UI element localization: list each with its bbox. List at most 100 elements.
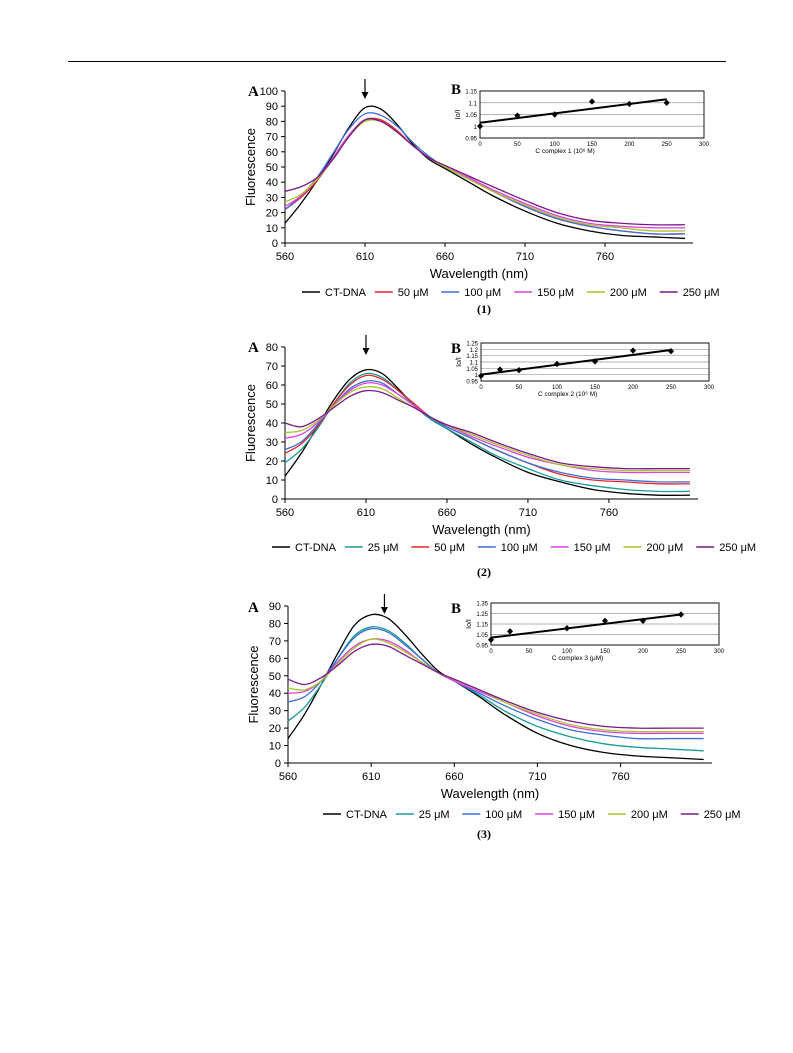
- x-tick-label: 760: [611, 771, 629, 783]
- inset-x-tick-label: 150: [600, 649, 611, 655]
- inset-data-point: [630, 347, 636, 354]
- inset-x-tick-label: 150: [587, 142, 598, 148]
- series-line-6: [287, 643, 704, 729]
- inset-data-point: [589, 98, 595, 105]
- inset-y-tick-label: 0.95: [466, 380, 478, 386]
- legend-label-4: 150 μM: [537, 287, 574, 299]
- y-tick-label: 0: [272, 494, 278, 506]
- x-tick-label: 710: [516, 251, 534, 263]
- inset-x-tick-label: 50: [516, 385, 523, 391]
- inset-data-point: [478, 372, 484, 380]
- inset-x-tick-label: 100: [562, 649, 573, 655]
- x-tick-label: 610: [357, 507, 375, 519]
- legend-label-6: 250 μM: [683, 287, 720, 299]
- inset-data-point: [551, 111, 558, 118]
- x-tick-label: 660: [438, 507, 456, 519]
- series-line-6: [284, 118, 686, 226]
- inset-x-tick-label: 100: [550, 142, 561, 148]
- panel-b-letter: B: [451, 82, 461, 98]
- series-line-1: [287, 613, 704, 761]
- figure-caption: (3): [477, 827, 491, 841]
- figure-caption: (1): [477, 302, 491, 316]
- legend-label-1: CT-DNA: [295, 542, 337, 554]
- x-tick-label: 560: [279, 771, 297, 783]
- inset-y-tick-label: 1.1: [470, 361, 479, 367]
- y-tick-label: 20: [266, 456, 278, 468]
- inset-data-point: [488, 636, 494, 643]
- inset-y-tick-label: 1: [475, 373, 479, 379]
- y-tick-label: 80: [266, 342, 278, 354]
- legend-label-2: 50 μM: [398, 287, 429, 299]
- y-tick-label: 40: [266, 177, 278, 189]
- y-tick-label: 90: [266, 101, 278, 113]
- inset-x-tick-label: 150: [590, 385, 601, 391]
- legend: CT-DNA 25 μM 100 μM 150 μM 200 μM 250 μM: [323, 809, 741, 821]
- inset-data-point: [626, 100, 633, 108]
- y-tick-label: 40: [269, 688, 281, 700]
- x-axis-label: Wavelength (nm): [441, 786, 540, 801]
- x-tick-label: 610: [356, 251, 374, 263]
- arrow-head: [362, 348, 370, 355]
- x-tick-label: 660: [445, 771, 463, 783]
- inset-chart-1: 0.95 1 1.05 1.1 1.15 0 50 100 150 200 250 300 C comp…: [455, 90, 710, 156]
- inset-x-axis-label: C complex 3 (μM): [552, 655, 603, 662]
- arrow-head: [380, 607, 388, 614]
- legend-label-6: 250 μM: [704, 809, 741, 821]
- spectrum-chart-3: 0 10 20 30 40 50 60 70 80 90 560 610 660 710 760 Wavele…: [246, 594, 741, 821]
- y-axis-label: Fluorescence: [243, 128, 258, 206]
- legend: CT-DNA 50 μM 100 μM 150 μM 200 μM 250 μM: [302, 287, 720, 299]
- inset-frame: [480, 342, 710, 382]
- inset-data-point: [477, 123, 483, 130]
- y-axis-label: Fluorescence: [243, 384, 258, 462]
- y-tick-label: 70: [266, 132, 278, 144]
- inset-frame: [479, 90, 705, 139]
- x-tick-label: 560: [276, 251, 294, 263]
- inset-y-axis-label: Io/I: [466, 619, 473, 629]
- inset-x-tick-label: 200: [628, 385, 639, 391]
- legend-label-1: CT-DNA: [346, 809, 388, 821]
- inset-y-tick-label: 1.25: [466, 342, 478, 348]
- inset-y-tick-label: 1.05: [466, 367, 478, 373]
- panel-b-letter: B: [451, 341, 461, 357]
- inset-y-tick-label: 1.15: [466, 354, 478, 360]
- legend-label-4: 150 μM: [558, 809, 595, 821]
- y-tick-label: 80: [269, 618, 281, 630]
- x-tick-label: 660: [436, 251, 454, 263]
- inset-y-tick-label: 1: [474, 125, 478, 131]
- inset-data-point: [592, 358, 598, 365]
- inset-data-point: [668, 348, 674, 355]
- inset-fit-line: [479, 98, 667, 124]
- legend-label-5: 200 μM: [631, 809, 668, 821]
- inset-y-tick-label: 0.95: [465, 137, 477, 143]
- inset-x-axis-label: C complex 2 (10⁶ M): [538, 391, 597, 398]
- inset-data-point: [554, 360, 560, 368]
- y-tick-label: 30: [269, 706, 281, 718]
- inset-data-point: [564, 625, 570, 632]
- inset-y-axis-label: Io/I: [455, 110, 462, 120]
- inset-data-point: [507, 628, 513, 635]
- y-tick-label: 50: [269, 671, 281, 683]
- x-axis-label: Wavelength (nm): [432, 522, 531, 537]
- y-tick-label: 10: [266, 223, 278, 235]
- inset-x-tick-label: 50: [514, 142, 521, 148]
- y-tick-label: 80: [266, 116, 278, 128]
- legend-label-3: 50 μM: [434, 542, 465, 554]
- series-line-7: [284, 389, 690, 470]
- y-tick-label: 90: [269, 601, 281, 613]
- y-tick-label: 30: [266, 437, 278, 449]
- inset-data-point: [602, 617, 608, 625]
- legend-label-2: 25 μM: [368, 542, 399, 554]
- inset-chart-3: 0.95 1.05 1.15 1.25 1.35 0 50 100 150 200 250 300 C …: [466, 602, 725, 663]
- legend-label-6: 200 μM: [646, 542, 683, 554]
- inset-x-tick-label: 0: [479, 385, 483, 391]
- inset-data-point: [640, 617, 646, 625]
- x-tick-label: 760: [600, 507, 618, 519]
- panel-a-letter: A: [248, 84, 259, 100]
- inset-x-tick-label: 250: [676, 649, 687, 655]
- inset-x-tick-label: 300: [714, 649, 725, 655]
- header-rule: [68, 61, 726, 62]
- legend-label-3: 100 μM: [485, 809, 522, 821]
- x-axis-label: Wavelength (nm): [430, 266, 529, 281]
- y-tick-label: 50: [266, 162, 278, 174]
